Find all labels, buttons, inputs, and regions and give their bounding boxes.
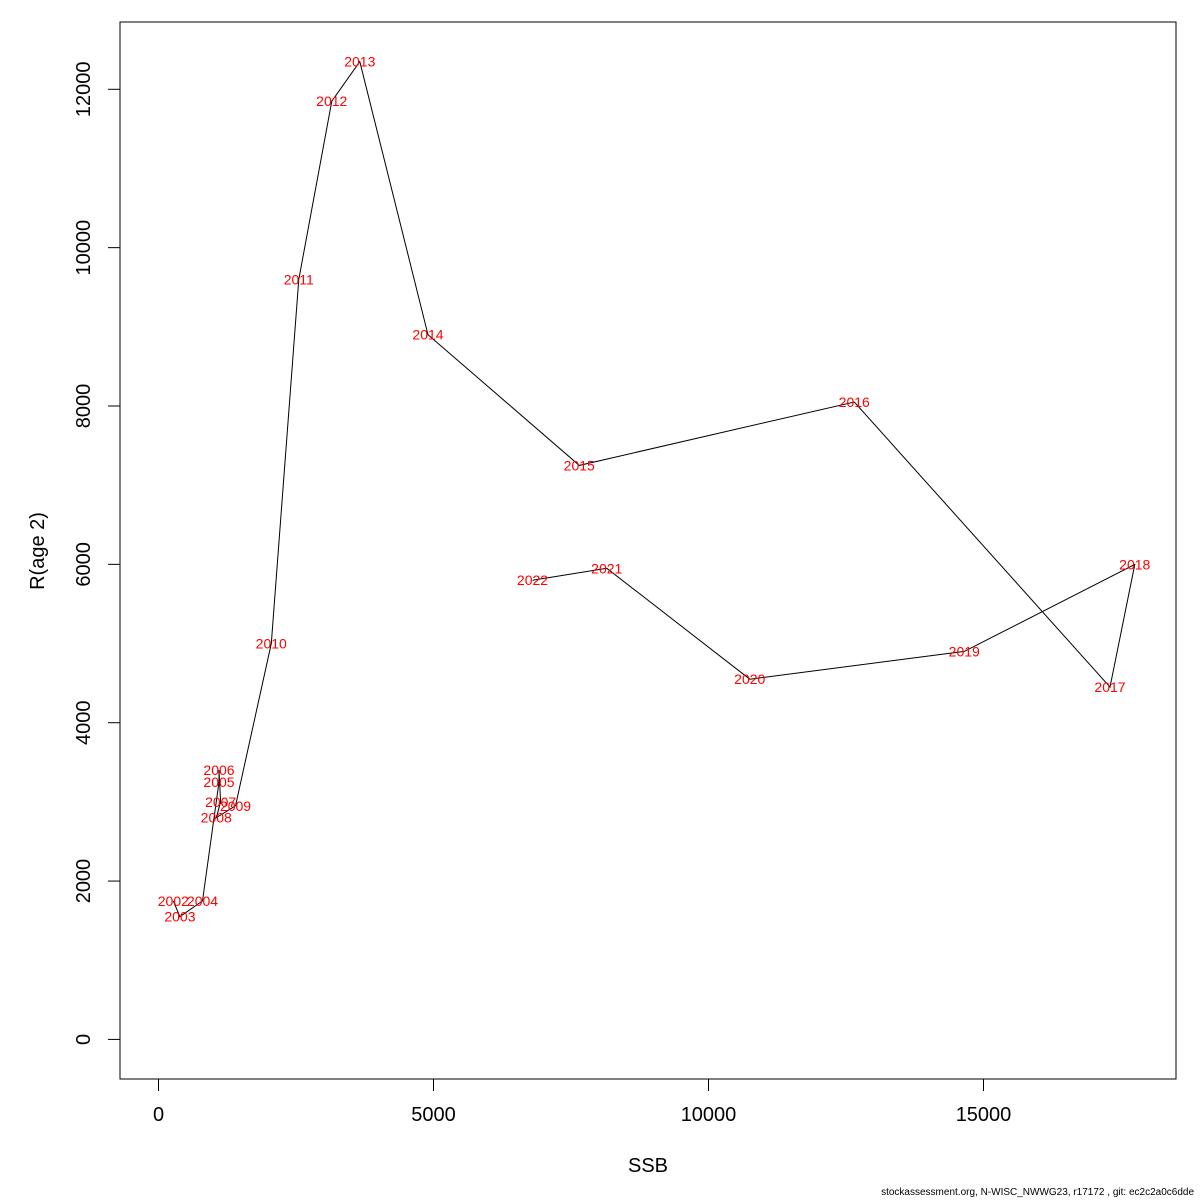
- y-axis: 0 2000 4000 6000 8000 10000 12000: [73, 61, 121, 1045]
- x-tick-label: 15000: [956, 1104, 1012, 1126]
- point-label: 2002: [158, 893, 189, 909]
- point-label: 2019: [949, 643, 980, 659]
- x-axis-title: SSB: [628, 1155, 668, 1177]
- point-label: 2011: [284, 271, 314, 287]
- x-tick-label: 10000: [681, 1104, 737, 1126]
- y-tick-label: 6000: [73, 542, 95, 587]
- point-label: 2005: [203, 774, 234, 790]
- point-label: 2009: [220, 798, 251, 814]
- x-axis: 0 5000 10000 15000: [153, 1078, 1012, 1126]
- y-axis-title: R(age 2): [27, 512, 49, 590]
- point-label: 2003: [164, 909, 195, 925]
- point-label: 2022: [517, 572, 548, 588]
- y-tick-label: 10000: [73, 220, 95, 276]
- series-line: [172, 60, 1136, 918]
- point-label: 2020: [734, 671, 765, 687]
- y-tick-label: 0: [73, 1034, 95, 1045]
- point-label: 2014: [412, 327, 443, 343]
- y-tick-label: 4000: [73, 700, 95, 745]
- footer-note: stockassessment.org, N-WISC_NWWG23, r171…: [881, 1187, 1194, 1198]
- point-label: 2004: [187, 893, 218, 909]
- point-label: 2017: [1094, 679, 1125, 695]
- x-tick-label: 5000: [411, 1104, 456, 1126]
- point-label: 2006: [203, 762, 234, 778]
- y-tick-label: 2000: [73, 859, 95, 904]
- point-label: 2016: [839, 394, 870, 410]
- point-label: 2012: [316, 93, 347, 109]
- y-tick-label: 12000: [73, 61, 95, 117]
- point-label: 2013: [344, 54, 375, 70]
- point-label: 2008: [201, 810, 232, 826]
- point-label: 2021: [591, 560, 622, 576]
- x-tick-label: 0: [153, 1104, 164, 1126]
- point-label: 2018: [1119, 556, 1150, 572]
- point-label: 2015: [564, 457, 595, 473]
- point-label: 2007: [205, 794, 236, 810]
- y-tick-label: 8000: [73, 384, 95, 429]
- point-label: 2010: [256, 636, 287, 652]
